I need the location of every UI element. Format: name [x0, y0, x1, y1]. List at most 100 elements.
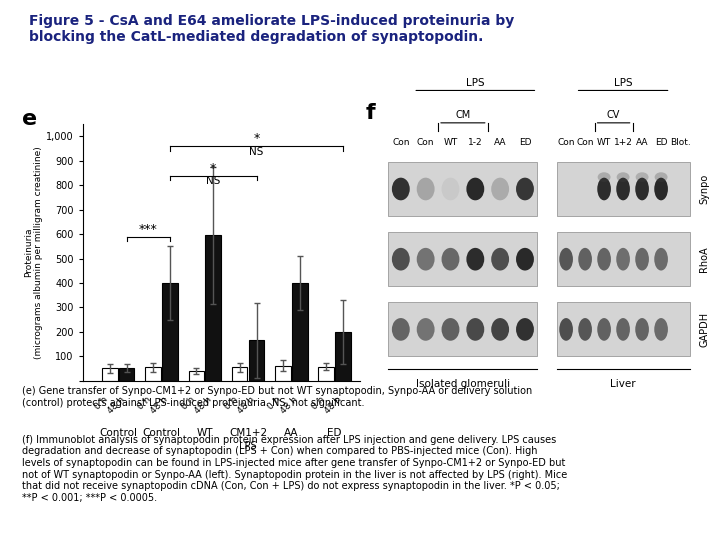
- Text: CM1+2: CM1+2: [229, 428, 267, 438]
- Text: LPS: LPS: [239, 441, 256, 451]
- Ellipse shape: [635, 248, 649, 271]
- Ellipse shape: [516, 318, 534, 341]
- Text: 0 h: 0 h: [310, 395, 326, 412]
- Text: WT: WT: [197, 428, 213, 438]
- Ellipse shape: [616, 178, 630, 200]
- Text: LPS: LPS: [613, 78, 632, 87]
- Text: WT: WT: [597, 138, 611, 147]
- Text: AA: AA: [494, 138, 506, 147]
- Ellipse shape: [392, 318, 410, 341]
- Ellipse shape: [616, 172, 629, 182]
- Ellipse shape: [516, 248, 534, 271]
- Ellipse shape: [635, 178, 649, 200]
- Text: Con: Con: [557, 138, 575, 147]
- Text: 1+2: 1+2: [613, 138, 633, 147]
- Text: (e) Gene transfer of Synpo-CM1+2 or Synpo-ED but not WT synaptopodin, Synpo-AA o: (e) Gene transfer of Synpo-CM1+2 or Synp…: [22, 386, 532, 408]
- Text: AA: AA: [284, 428, 299, 438]
- Ellipse shape: [635, 318, 649, 341]
- Ellipse shape: [417, 248, 435, 271]
- Ellipse shape: [654, 248, 668, 271]
- Text: Control: Control: [143, 428, 181, 438]
- Bar: [119, 368, 135, 381]
- Ellipse shape: [578, 318, 592, 341]
- Ellipse shape: [392, 178, 410, 200]
- Bar: [162, 283, 178, 381]
- Ellipse shape: [598, 318, 611, 341]
- Bar: [232, 367, 248, 381]
- Text: NS: NS: [249, 147, 264, 157]
- Ellipse shape: [654, 172, 667, 182]
- Text: 48 h: 48 h: [236, 395, 256, 416]
- Bar: [557, 232, 690, 286]
- Ellipse shape: [559, 318, 573, 341]
- Text: 48 h: 48 h: [106, 395, 127, 416]
- Ellipse shape: [491, 178, 509, 200]
- Text: RhoA: RhoA: [699, 246, 709, 272]
- Text: Con: Con: [392, 138, 410, 147]
- Text: Control: Control: [99, 428, 138, 438]
- Ellipse shape: [417, 318, 435, 341]
- Text: CV: CV: [607, 110, 621, 120]
- Text: ***: ***: [139, 222, 158, 235]
- Bar: [557, 302, 690, 356]
- Ellipse shape: [598, 172, 611, 182]
- Text: 48 h: 48 h: [323, 395, 343, 416]
- Bar: [248, 340, 264, 381]
- Ellipse shape: [491, 248, 509, 271]
- Text: 48 h: 48 h: [279, 395, 300, 416]
- Ellipse shape: [467, 178, 485, 200]
- Text: Con: Con: [576, 138, 594, 147]
- Text: NS: NS: [206, 176, 220, 186]
- Ellipse shape: [654, 318, 668, 341]
- Text: GAPDH: GAPDH: [699, 312, 709, 347]
- Ellipse shape: [598, 178, 611, 200]
- Text: Con: Con: [417, 138, 434, 147]
- Text: WT: WT: [444, 138, 458, 147]
- Text: CM: CM: [455, 110, 471, 120]
- Text: Figure 5 - CsA and E64 ameliorate LPS-induced proteinuria by
blocking the CatL-m: Figure 5 - CsA and E64 ameliorate LPS-in…: [29, 14, 514, 44]
- Text: (f) Immunoblot analysis of synaptopodin protein expression after LPS injection a: (f) Immunoblot analysis of synaptopodin …: [22, 435, 567, 503]
- Ellipse shape: [467, 248, 485, 271]
- Text: LPS: LPS: [466, 78, 485, 87]
- Ellipse shape: [654, 178, 668, 200]
- Text: e: e: [22, 109, 37, 129]
- Ellipse shape: [441, 178, 459, 200]
- Text: 1-2: 1-2: [468, 138, 482, 147]
- Text: *: *: [210, 161, 216, 174]
- Ellipse shape: [441, 318, 459, 341]
- Bar: [102, 368, 117, 381]
- Bar: [205, 235, 221, 381]
- Text: f: f: [366, 103, 376, 123]
- Text: 48 h: 48 h: [150, 395, 170, 416]
- Text: ED: ED: [328, 428, 342, 438]
- Y-axis label: Proteinuria
(micrograms albumin per milligram creatinine): Proteinuria (micrograms albumin per mill…: [24, 146, 43, 359]
- Bar: [388, 162, 537, 216]
- Ellipse shape: [636, 172, 649, 182]
- Ellipse shape: [516, 178, 534, 200]
- Ellipse shape: [491, 318, 509, 341]
- Text: 0 h: 0 h: [137, 395, 153, 412]
- Ellipse shape: [616, 318, 630, 341]
- Text: 48 h: 48 h: [193, 395, 213, 416]
- Text: 0 h: 0 h: [223, 395, 240, 412]
- Ellipse shape: [441, 248, 459, 271]
- Bar: [189, 372, 204, 381]
- Bar: [318, 367, 334, 381]
- Text: 0 h: 0 h: [180, 395, 197, 412]
- Text: 0 h: 0 h: [93, 395, 109, 412]
- Text: *: *: [253, 132, 260, 145]
- Ellipse shape: [417, 178, 435, 200]
- Text: ED: ED: [518, 138, 531, 147]
- Ellipse shape: [392, 248, 410, 271]
- Text: 0 h: 0 h: [266, 395, 283, 412]
- Text: Synpo: Synpo: [699, 174, 709, 204]
- Ellipse shape: [467, 318, 485, 341]
- Text: ED: ED: [654, 138, 667, 147]
- Text: Blot.: Blot.: [670, 138, 690, 147]
- Bar: [275, 366, 291, 381]
- Bar: [388, 232, 537, 286]
- Bar: [388, 302, 537, 356]
- Bar: [336, 332, 351, 381]
- Text: Isolated glomeruli: Isolated glomeruli: [416, 379, 510, 389]
- Bar: [145, 367, 161, 381]
